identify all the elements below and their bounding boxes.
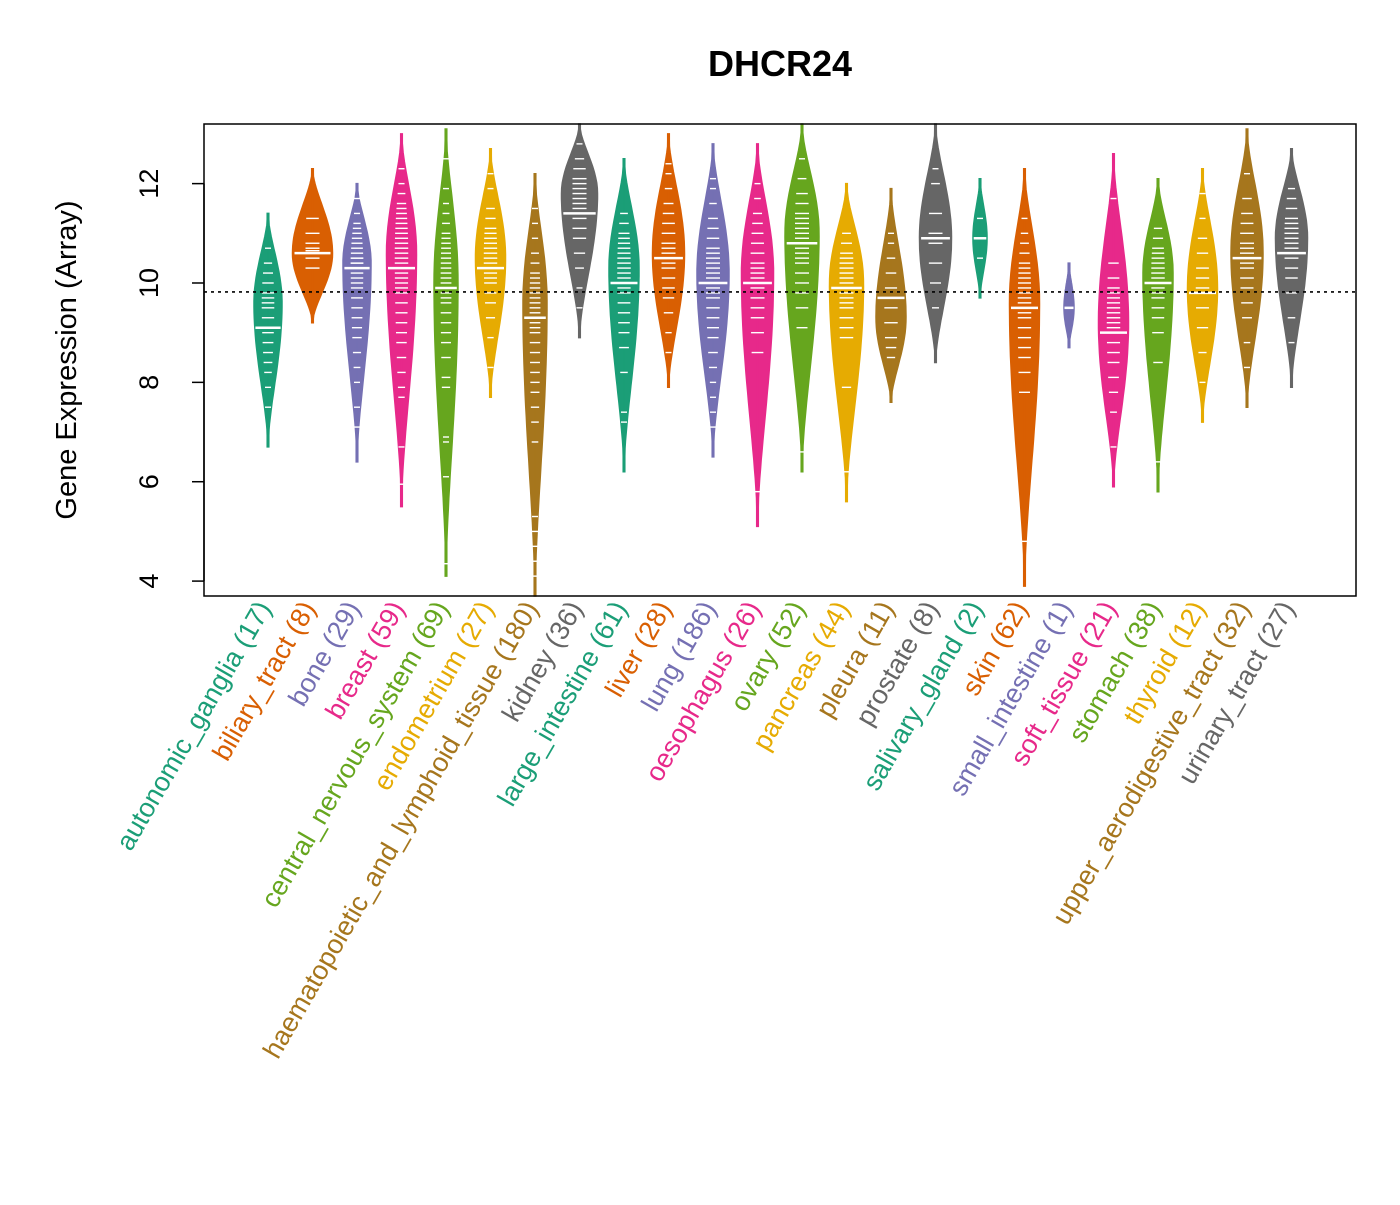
- y-tick-label: 8: [134, 375, 164, 390]
- violin-soft_tissue: [1097, 153, 1130, 488]
- y-tick-label: 10: [134, 268, 164, 298]
- violin-pancreas: [828, 182, 865, 503]
- violin-thyroid: [1186, 167, 1219, 423]
- violin-liver: [651, 133, 686, 389]
- violin-lung: [696, 143, 730, 458]
- violin-haematopoietic_and_lymphoid_tissue: [522, 172, 548, 597]
- plot-frame: [203, 123, 1357, 597]
- violin-bone: [342, 182, 372, 463]
- chart-title: DHCR24: [708, 43, 852, 84]
- violin-pleura: [875, 187, 907, 403]
- y-axis-label: Gene Expression (Array): [51, 200, 83, 519]
- y-axis: 4 6 8 10 12: [134, 169, 205, 589]
- violin-endometrium: [474, 148, 507, 399]
- violin-autonomic_ganglia: [253, 212, 283, 448]
- y-tick-label: 4: [134, 574, 164, 589]
- violin-biliary_tract: [291, 167, 334, 324]
- x-axis-labels: autonomic_ganglia (17)biliary_tract (8)b…: [110, 596, 1301, 1063]
- violin-upper_aerodigestive_tract: [1230, 128, 1264, 408]
- violin-urinary_tract: [1274, 148, 1309, 389]
- violin-skin: [1008, 167, 1041, 587]
- y-tick-label: 12: [134, 169, 164, 199]
- violin-breast: [385, 133, 418, 508]
- violin-ovary: [784, 123, 820, 473]
- violin-salivary_gland: [972, 177, 988, 299]
- violin-kidney: [560, 123, 599, 339]
- violin-stomach: [1142, 177, 1174, 493]
- y-tick-label: 6: [134, 474, 164, 489]
- violin-small_intestine: [1063, 262, 1075, 349]
- violin-prostate: [918, 123, 953, 364]
- violin-oesophagus: [740, 143, 775, 528]
- violin-large_intestine: [608, 158, 640, 473]
- violin-group: [253, 123, 1309, 597]
- violin-central_nervous_system: [433, 128, 459, 577]
